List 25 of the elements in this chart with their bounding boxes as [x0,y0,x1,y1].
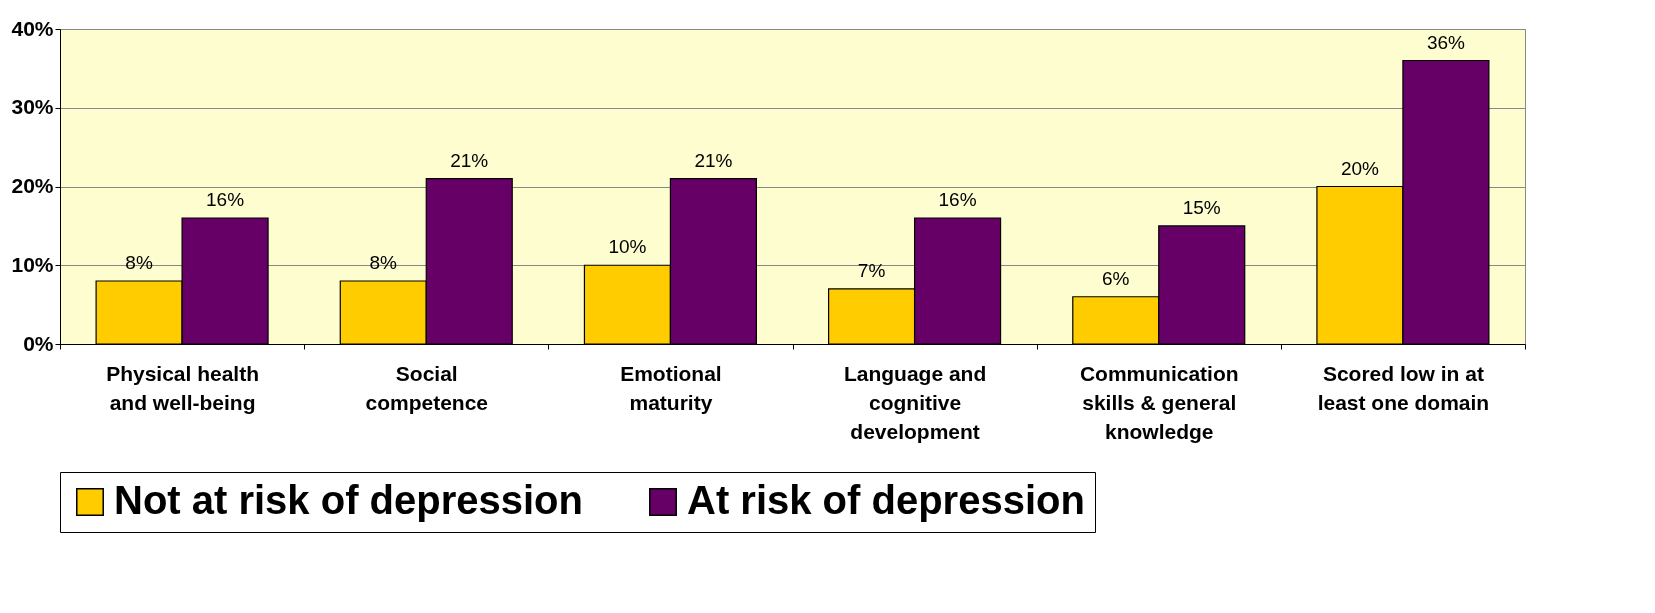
y-tick-label: 40% [11,16,54,40]
data-label: 21% [450,149,489,171]
data-label: 16% [938,189,977,210]
x-tick-label: Scored low in at least one domain [1317,361,1490,414]
x-tick-label: Social competence [365,361,489,414]
data-label: 20% [1340,157,1380,179]
data-label: 16% [206,189,245,210]
data-label: 15% [1182,196,1221,218]
data-label: 10% [608,236,647,258]
data-label: 6% [1102,267,1130,289]
x-tick-label: Communication skills & general knowledge [1079,361,1239,443]
y-tick-label: 10% [11,252,54,276]
data-label: 36% [1426,31,1466,53]
data-label: 8% [369,252,398,273]
y-tick-label: 20% [11,174,54,197]
x-tick-label: Emotional maturity [620,361,722,414]
x-tick-label: Physical health and well-being [106,361,260,414]
x-tick-label: Language and cognitive development [843,361,987,443]
y-tick-label: 0% [23,331,54,355]
legend-label: Not at risk of depression [114,478,583,522]
legend-label: At risk of depression [687,478,1085,522]
data-label: 21% [694,149,733,171]
data-label: 8% [125,252,153,273]
y-tick-label: 30% [11,95,54,119]
data-label: 7% [857,259,886,281]
